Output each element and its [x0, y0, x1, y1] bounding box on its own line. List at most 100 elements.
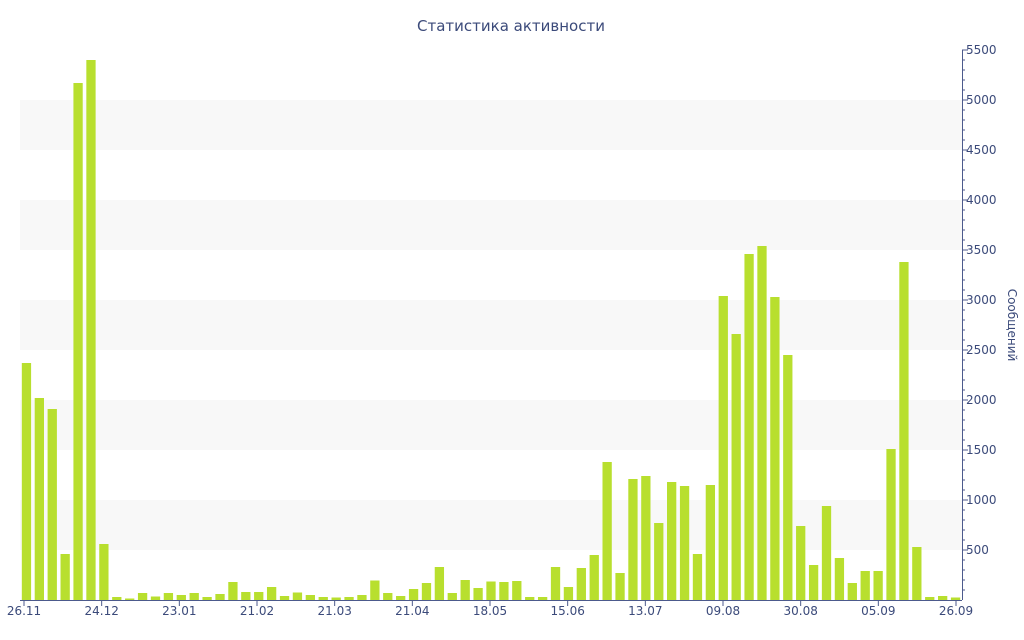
bar: [744, 254, 754, 600]
x-tick-label: 05.09: [861, 604, 895, 618]
grid-band: [20, 100, 962, 150]
y-tick-label: 4500: [966, 143, 997, 157]
bar: [821, 506, 832, 600]
bar: [292, 592, 303, 600]
bar: [266, 587, 277, 600]
y-tick-label: 500: [966, 543, 989, 557]
bar: [654, 523, 664, 600]
bar: [34, 398, 44, 600]
bar: [86, 60, 96, 600]
x-tick-label: 26.09: [939, 604, 973, 618]
bar: [228, 582, 238, 600]
bar: [873, 571, 883, 600]
bar: [679, 486, 690, 600]
bar: [770, 297, 780, 600]
bar: [47, 409, 57, 600]
bar: [383, 593, 393, 600]
bar: [808, 565, 819, 600]
bar: [925, 597, 935, 600]
bar-series: [21, 60, 961, 600]
y-tick-label: 1500: [966, 443, 997, 457]
bar: [421, 583, 432, 600]
x-tick-label: 26.11: [7, 604, 41, 618]
bar: [783, 355, 793, 600]
grid-band: [20, 400, 962, 450]
bar: [21, 363, 32, 600]
grid-band: [20, 300, 962, 350]
bar: [641, 476, 651, 600]
bar: [318, 597, 328, 600]
bar: [486, 581, 496, 600]
bar: [241, 592, 251, 600]
x-tick-label: 09.08: [706, 604, 740, 618]
bar: [434, 567, 445, 600]
bar: [705, 485, 716, 600]
y-axis-label: Сообщений: [1005, 289, 1019, 362]
bar: [576, 568, 586, 600]
bar: [499, 582, 509, 600]
x-tick-label: 21.03: [317, 604, 351, 618]
x-tick-label: 15.06: [550, 604, 584, 618]
bar: [331, 597, 341, 600]
bar: [563, 587, 574, 600]
grid-band: [20, 200, 962, 250]
bar: [525, 597, 535, 600]
bar: [757, 246, 767, 600]
grid-band: [20, 500, 962, 550]
bar: [718, 296, 728, 600]
y-tick-label: 5500: [966, 43, 997, 57]
x-tick-label: 30.08: [783, 604, 817, 618]
bar: [137, 593, 148, 600]
bar: [615, 573, 625, 600]
bar: [512, 581, 522, 600]
x-axis-ticks: 26.11 24.12 23.01 21.02 21.03 21.04 18.05 15.06…: [7, 600, 973, 618]
x-tick-label: 13.07: [628, 604, 662, 618]
y-tick-label: 2000: [966, 393, 997, 407]
bar: [447, 593, 457, 600]
bar: [202, 597, 212, 600]
y-tick-label: 2500: [966, 343, 997, 357]
y-axis-ticks: 500 1000 1500 2000 2500 3000 3500 4000 4500 5000 5…: [962, 43, 997, 591]
bar: [305, 595, 315, 600]
bar: [344, 597, 354, 600]
bar: [834, 558, 845, 600]
bar: [860, 571, 870, 600]
y-tick-label: 4000: [966, 193, 997, 207]
bar: [899, 262, 909, 600]
bar: [938, 596, 948, 600]
chart-title: Статистика активности: [417, 17, 605, 35]
bar: [73, 83, 83, 600]
bar: [847, 583, 857, 600]
axes: [20, 50, 963, 601]
grid-bands: [20, 100, 962, 550]
bar: [112, 597, 122, 600]
bar: [150, 596, 161, 600]
x-tick-label: 21.04: [395, 604, 429, 618]
bar: [602, 462, 612, 600]
bar: [460, 580, 470, 600]
bar: [370, 580, 380, 600]
bar: [589, 555, 599, 600]
bar: [628, 479, 638, 600]
bar: [125, 598, 135, 600]
bar: [408, 589, 419, 600]
bar: [692, 554, 703, 600]
x-tick-label: 21.02: [240, 604, 274, 618]
bar: [254, 592, 264, 600]
bar: [163, 593, 174, 600]
bar: [473, 588, 483, 600]
bar: [537, 597, 548, 600]
bar: [886, 449, 896, 600]
bar: [796, 526, 806, 600]
bar: [912, 547, 922, 600]
bar: [176, 595, 186, 600]
bar: [667, 482, 677, 600]
bar: [357, 595, 367, 600]
y-tick-label: 1000: [966, 493, 997, 507]
bar: [550, 567, 561, 600]
x-tick-label: 24.12: [84, 604, 118, 618]
bar: [189, 593, 199, 600]
bar: [279, 596, 290, 600]
bar: [731, 334, 741, 600]
x-tick-label: 23.01: [162, 604, 196, 618]
